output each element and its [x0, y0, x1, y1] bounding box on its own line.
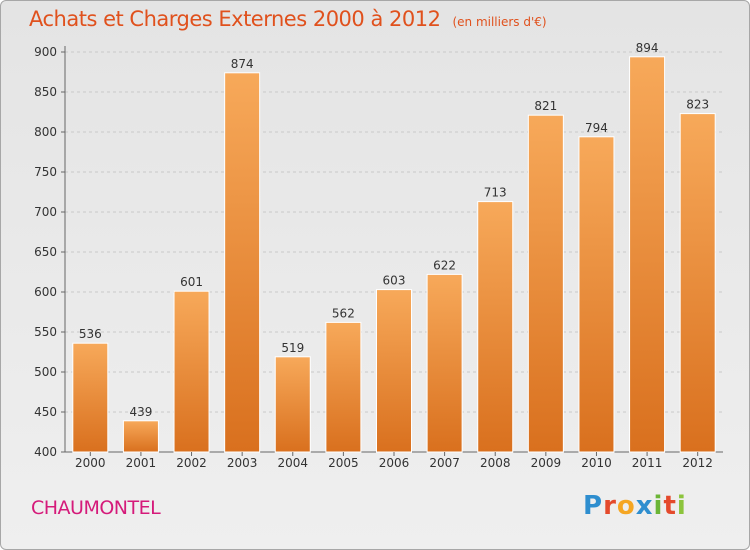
bar-2012: [679, 113, 716, 453]
x-tick-label-2011: 2011: [632, 456, 663, 470]
value-label-2012: 823: [686, 98, 709, 112]
x-tick-label-2003: 2003: [227, 456, 258, 470]
value-label-2011: 894: [636, 41, 659, 55]
x-tick-label-2005: 2005: [328, 456, 359, 470]
logo-letter: i: [676, 491, 687, 521]
value-label-2007: 622: [433, 258, 456, 272]
logo-letter: x: [635, 491, 654, 521]
x-tick-label-2007: 2007: [429, 456, 460, 470]
bar-2003: [224, 72, 261, 453]
proxiti-logo: Proxiti: [583, 491, 687, 521]
bar-2007: [426, 273, 463, 453]
bar-2001: [122, 420, 159, 453]
chart-title: Achats et Charges Externes 2000 à 2012 (e…: [29, 7, 547, 31]
bar-2011: [629, 56, 666, 453]
x-tick-label-2012: 2012: [682, 456, 713, 470]
x-tick-label-2001: 2001: [126, 456, 157, 470]
bar-2005: [325, 321, 362, 453]
logo-letter: i: [653, 491, 664, 521]
value-label-2003: 874: [231, 57, 254, 71]
value-label-2006: 603: [383, 274, 406, 288]
y-tick-label-850: 850: [34, 85, 57, 99]
logo-letter: r: [603, 491, 617, 521]
bar-2008: [477, 201, 514, 453]
logo-letter: P: [583, 491, 604, 521]
bar-2004: [274, 356, 311, 453]
value-label-2008: 713: [484, 186, 507, 200]
x-tick-labels: 2000 2001 2002 2003 2004 2005 2006 2007 2008 2009…: [75, 452, 713, 470]
x-tick-label-2000: 2000: [75, 456, 106, 470]
x-tick-label-2002: 2002: [176, 456, 207, 470]
y-tick-label-700: 700: [34, 205, 57, 219]
bar-2000: [72, 342, 109, 453]
value-label-2001: 439: [129, 405, 152, 419]
x-tick-label-2008: 2008: [480, 456, 511, 470]
place-name: CHAUMONTEL: [31, 497, 161, 519]
bar-2009: [527, 114, 564, 453]
logo-letter: t: [663, 491, 677, 521]
y-tick-label-400: 400: [34, 445, 57, 459]
bars: [72, 56, 716, 453]
y-tick-label-550: 550: [34, 325, 57, 339]
chart-title-text: Achats et Charges Externes 2000 à 2012: [29, 7, 441, 31]
y-tick-label-900: 900: [34, 45, 57, 59]
value-labels: 536 439 601 874 519 562 603 622 713 821 794 894 823: [79, 41, 709, 419]
bar-2002: [173, 290, 210, 453]
value-label-2009: 821: [534, 99, 557, 113]
y-tick-label-750: 750: [34, 165, 57, 179]
value-label-2005: 562: [332, 306, 355, 320]
x-tick-label-2010: 2010: [581, 456, 612, 470]
bar-2010: [578, 136, 615, 453]
chart-unit: (en milliers d'€): [452, 15, 547, 29]
y-tick-label-600: 600: [34, 285, 57, 299]
x-tick-label-2009: 2009: [531, 456, 562, 470]
y-tick-label-800: 800: [34, 125, 57, 139]
value-label-2002: 601: [180, 275, 203, 289]
y-tick-labels: 400 450 500 550 600 650 700 750 800 850 900: [34, 45, 57, 459]
y-tick-label-450: 450: [34, 405, 57, 419]
y-tick-label-500: 500: [34, 365, 57, 379]
y-tick-label-650: 650: [34, 245, 57, 259]
x-tick-label-2006: 2006: [379, 456, 410, 470]
bar-2006: [376, 289, 412, 453]
x-tick-label-2004: 2004: [277, 456, 308, 470]
logo-letter: o: [616, 491, 636, 521]
value-label-2004: 519: [281, 341, 304, 355]
value-label-2000: 536: [79, 327, 102, 341]
value-label-2010: 794: [585, 121, 608, 135]
